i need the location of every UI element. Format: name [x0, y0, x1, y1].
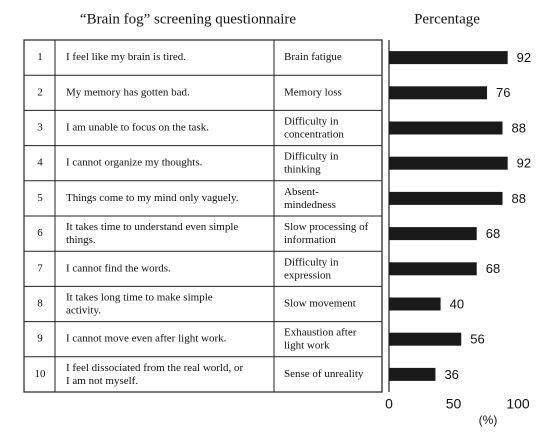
statement: Things come to my mind only vaguely.: [66, 192, 239, 204]
bar: [389, 297, 441, 311]
symptom: Difficulty in thinking: [284, 150, 339, 175]
symptom: Brain fatigue: [284, 51, 342, 63]
statement: I cannot move even after light work.: [66, 333, 227, 345]
x-tick-label: 50: [446, 396, 462, 412]
symptom: Difficulty in concentration: [284, 115, 344, 140]
row-number: 9: [37, 333, 43, 345]
row-number: 10: [35, 368, 47, 380]
bar: [389, 227, 477, 241]
symptom: Slow movement: [284, 298, 356, 310]
symptom: Difficulty in expression: [284, 256, 339, 281]
statement: I cannot organize my thoughts.: [66, 157, 203, 169]
value-label: 88: [512, 191, 526, 206]
row-number: 2: [37, 86, 43, 98]
symptom: Memory loss: [284, 86, 342, 98]
x-tick-label: 100: [506, 396, 530, 412]
row-number: 1: [37, 51, 43, 63]
row-number: 5: [37, 192, 43, 204]
row-number: 7: [37, 262, 43, 274]
row-number: 3: [37, 122, 43, 134]
x-axis-label: (%): [479, 413, 498, 427]
value-label: 92: [517, 50, 531, 65]
value-label: 68: [486, 226, 500, 241]
row-number: 6: [37, 227, 43, 239]
row-number: 4: [37, 157, 43, 169]
statement: I feel dissociated from the real world, …: [66, 361, 243, 386]
bar: [389, 191, 503, 205]
statement: I feel like my brain is tired.: [66, 51, 186, 63]
bar: [389, 262, 477, 276]
value-label: 56: [470, 332, 484, 347]
value-label: 88: [512, 120, 526, 135]
bar: [389, 51, 508, 65]
value-label: 68: [486, 261, 500, 276]
bar: [389, 367, 436, 381]
symptom: Exhaustion after light work: [284, 326, 357, 351]
statement: It takes time to understand even simple t…: [66, 221, 238, 246]
chart-title: Percentage: [414, 11, 480, 27]
row-number: 8: [37, 298, 43, 310]
bar: [389, 332, 462, 346]
statement: It takes long time to make simple activit…: [66, 291, 213, 316]
value-label: 36: [444, 367, 458, 382]
value-label: 40: [450, 296, 464, 311]
symptom: Absent-mindedness: [284, 185, 336, 210]
bar: [389, 156, 508, 170]
table-title: “Brain fog” screening questionnaire: [80, 11, 297, 27]
statement: My memory has gotten bad.: [66, 86, 190, 98]
statement: I am unable to focus on the task.: [66, 122, 209, 134]
value-label: 76: [496, 85, 510, 100]
value-label: 92: [517, 156, 531, 171]
symptom: Slow processing of information: [284, 221, 369, 246]
bar: [389, 86, 488, 100]
bar: [389, 121, 503, 135]
statement: I cannot find the words.: [66, 262, 171, 274]
x-tick-label: 0: [385, 396, 393, 412]
symptom: Sense of unreality: [284, 368, 364, 380]
